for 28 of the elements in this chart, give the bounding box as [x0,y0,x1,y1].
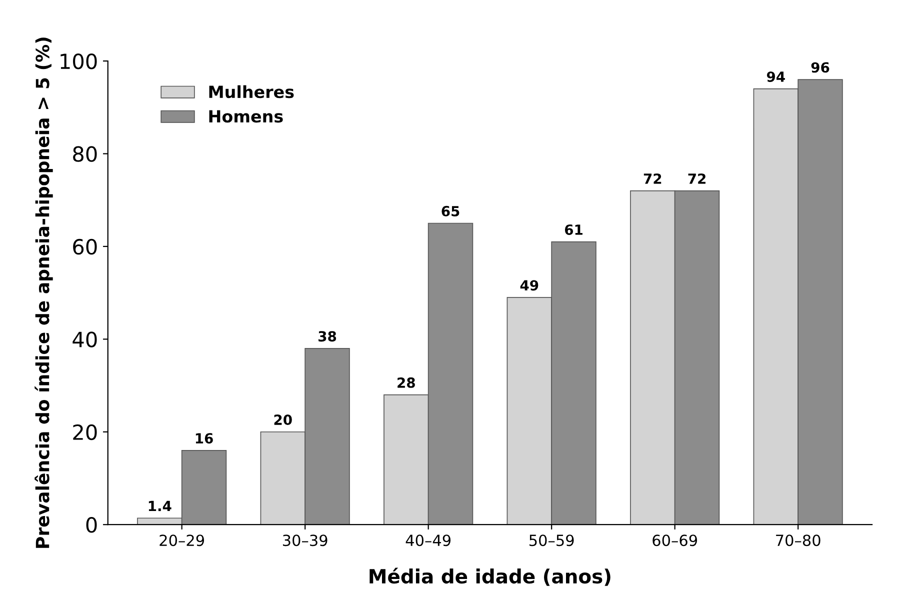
y-tick-label: 20 [73,424,97,440]
y-tick-label: 100 [60,53,97,70]
data-label: 96 [811,62,830,73]
data-label: 20 [274,414,292,426]
y-axis-title: Prevalência do índice de apneia-hipopneia > 5 (%) [34,38,53,548]
legend-label: Mulheres [209,85,294,98]
data-label: 65 [442,206,460,216]
data-label: 28 [398,377,415,388]
x-tick-label: 60–69 [652,534,698,546]
y-tick-label: 40 [72,332,97,348]
data-label: 72 [688,173,706,184]
x-tick-label: 30–39 [282,534,328,546]
x-tick-label: 40–49 [406,534,451,546]
y-tick-label: 80 [73,146,97,162]
data-label: 38 [318,331,336,342]
y-tick-label: 0 [86,517,97,533]
x-tick-label: 20–29 [160,534,204,546]
data-label: 49 [520,280,538,291]
data-label: 94 [766,71,785,82]
data-label: 1.4 [148,500,172,512]
data-label: 61 [564,224,582,235]
y-tick-label: 60 [73,238,97,255]
data-label: 72 [644,173,662,184]
x-tick-label: 70–80 [776,534,820,546]
data-label: 16 [196,433,213,444]
x-tick-label: 50–59 [530,534,574,546]
x-axis-title: Média de idade (anos) [370,568,610,586]
legend-label: Homens [209,110,283,123]
